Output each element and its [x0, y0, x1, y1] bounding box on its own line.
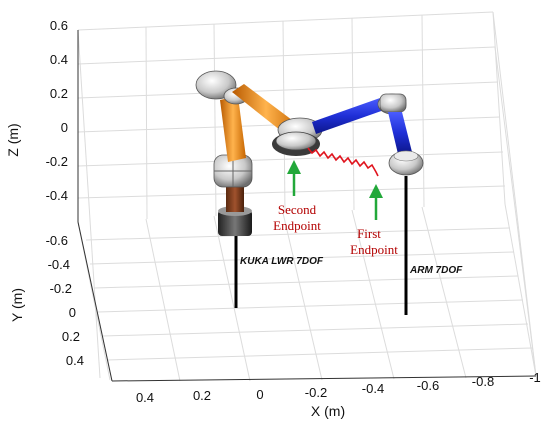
arm7dof-robot: ARM 7DOF: [312, 93, 463, 315]
y-tick: 0.2: [62, 329, 80, 344]
second-endpoint-label: Second Endpoint: [273, 202, 321, 233]
arm-lower-link: [388, 112, 412, 154]
grid-lines: [77, 11, 537, 382]
first-endpoint-label: First Endpoint: [350, 226, 398, 257]
y-tick: 0: [69, 305, 76, 320]
z-tick: -0.4: [46, 188, 68, 203]
y-tick: -0.2: [50, 281, 72, 296]
svg-text:Endpoint: Endpoint: [273, 218, 321, 233]
x-axis-label: X (m): [311, 403, 345, 419]
arm-end-joint: [388, 150, 424, 176]
z-axis: 0.6 0.4 0.2 0 -0.2 -0.4 Z (m): [5, 18, 68, 203]
svg-text:Endpoint: Endpoint: [350, 242, 398, 257]
x-tick: 0.2: [193, 388, 211, 403]
x-axis: 0.4 0.2 0 -0.2 -0.4 -0.6 -0.8 -1 X (m): [136, 370, 541, 419]
y-axis: -0.6 -0.4 -0.2 0 0.2 0.4 Y (m): [9, 233, 84, 368]
y-tick: -0.4: [48, 257, 70, 272]
svg-text:First: First: [357, 226, 381, 241]
x-tick: 0.4: [136, 390, 154, 405]
z-axis-label: Z (m): [5, 123, 21, 156]
x-tick: -1: [529, 370, 541, 385]
x-tick: -0.2: [305, 385, 327, 400]
second-endpoint-arrow: [287, 160, 301, 196]
arm-upper-link: [312, 98, 384, 134]
svg-text:Second: Second: [278, 202, 317, 217]
z-tick: 0: [61, 120, 68, 135]
y-axis-label: Y (m): [9, 288, 25, 322]
y-tick: -0.6: [46, 233, 68, 248]
y-tick: 0.4: [66, 353, 84, 368]
kuka-robot: KUKA LWR 7DOF: [195, 70, 324, 308]
kuka-upper-link: [220, 96, 246, 162]
x-tick: 0: [256, 387, 263, 402]
axis-box: [77, 30, 537, 382]
z-tick: 0.2: [50, 86, 68, 101]
arm7dof-label: ARM 7DOF: [409, 265, 463, 276]
kuka-lower-link: [226, 184, 244, 212]
endpoint-trajectory: [307, 147, 379, 177]
x-tick: -0.6: [417, 378, 439, 393]
z-tick: 0.6: [50, 18, 68, 33]
x-tick: -0.4: [362, 381, 384, 396]
z-tick: -0.2: [46, 154, 68, 169]
arm-shoulder-joint: [377, 93, 407, 115]
x-tick: -0.8: [472, 374, 494, 389]
kuka-label: KUKA LWR 7DOF: [240, 256, 324, 267]
first-endpoint-arrow: [369, 184, 383, 220]
z-tick: 0.4: [50, 52, 68, 67]
